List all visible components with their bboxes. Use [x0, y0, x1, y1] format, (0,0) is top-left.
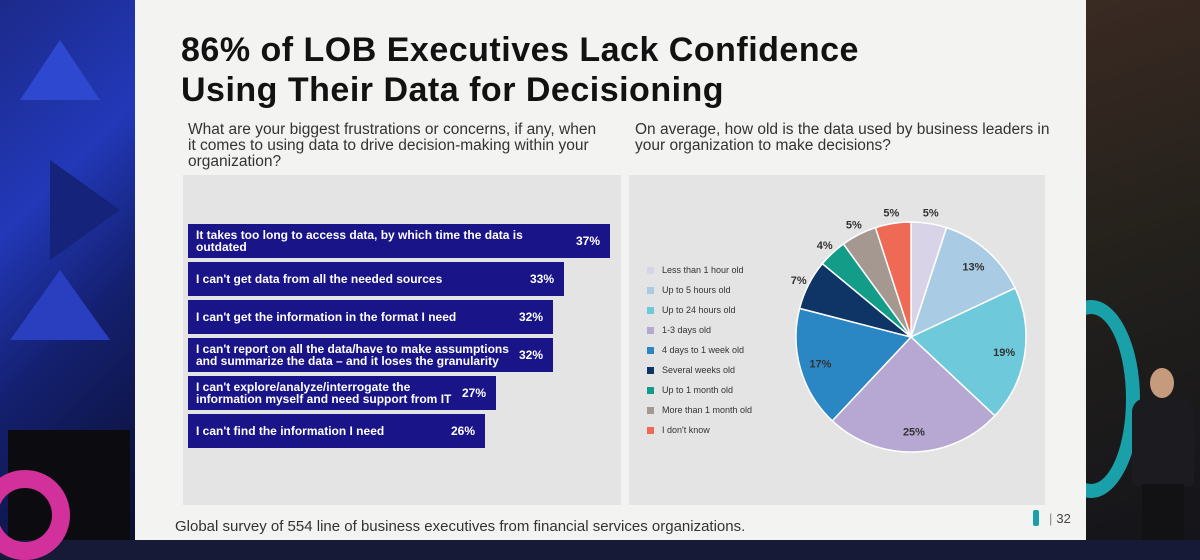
page-number: 32 — [1056, 510, 1071, 526]
slide-title-line-2: Using Their Data for Decisioning — [181, 71, 725, 109]
pie-slice-label: 4% — [817, 240, 833, 252]
bar-category-label: I can't report on all the data/have to m… — [196, 342, 509, 368]
pie-slice-label: 5% — [846, 220, 862, 232]
pie-slice-label: 5% — [923, 208, 939, 220]
legend-label: Several weeks old — [662, 365, 736, 375]
bar-category-label: I can't get the information in the forma… — [196, 310, 457, 324]
backdrop-shape — [20, 40, 100, 100]
legend-item: Up to 5 hours old — [647, 280, 787, 300]
legend-label: I don't know — [662, 425, 710, 435]
legend-swatch — [647, 266, 654, 274]
bar-row: I can't find the information I need 26% — [188, 414, 485, 448]
pie-slice-label: 19% — [993, 347, 1015, 359]
legend-item: 1-3 days old — [647, 320, 787, 340]
slide-title: 86% of LOB Executives Lack Confidence Us… — [181, 30, 859, 110]
legend-item: Up to 24 hours old — [647, 300, 787, 320]
legend-swatch — [647, 366, 654, 374]
pie-slice — [874, 221, 912, 338]
bar-chart-panel: It takes too long to access data, by whi… — [183, 175, 621, 505]
pie-slice-label: 7% — [791, 275, 807, 287]
bar-category-label: I can't explore/analyze/interrogate the … — [196, 380, 452, 406]
legend-label: More than 1 month old — [662, 405, 753, 415]
presentation-slide: 86% of LOB Executives Lack Confidence Us… — [135, 0, 1086, 540]
legend-item: More than 1 month old — [647, 400, 787, 420]
bar-row: It takes too long to access data, by whi… — [188, 224, 610, 258]
pie-legend: Less than 1 hour old Up to 5 hours old U… — [647, 260, 787, 440]
slide-title-line-1: 86% of LOB Executives Lack Confidence — [181, 31, 859, 69]
backdrop-shape — [50, 160, 120, 260]
legend-label: 1-3 days old — [662, 325, 712, 335]
legend-item: Up to 1 month old — [647, 380, 787, 400]
legend-swatch — [647, 286, 654, 294]
bar-value-label: 37% — [575, 234, 600, 248]
pie-slice — [909, 226, 1017, 339]
pie-slice-label: 5% — [883, 208, 899, 220]
presenter-head — [1150, 368, 1174, 398]
pie-slice — [795, 307, 913, 422]
pie-chart-question: On average, how old is the data used by … — [635, 121, 1050, 154]
pie-slice-label: 13% — [962, 261, 984, 273]
pie-slice — [831, 335, 996, 453]
legend-label: 4 days to 1 week old — [662, 345, 745, 355]
bar-value-label: 32% — [518, 348, 543, 362]
pie-slice-label: 17% — [809, 358, 831, 370]
presenter-torso — [1132, 398, 1194, 486]
presenter-legs — [1142, 484, 1184, 540]
pie-slice — [909, 287, 1027, 417]
page-separator: | — [1049, 510, 1053, 526]
bar-row: I can't get data from all the needed sou… — [188, 262, 564, 296]
legend-label: Up to 5 hours old — [662, 285, 731, 295]
company-logo-icon — [1033, 510, 1039, 526]
legend-label: Up to 1 month old — [662, 385, 734, 395]
legend-swatch — [647, 386, 654, 394]
legend-label: Less than 1 hour old — [662, 265, 744, 275]
legend-item: Several weeks old — [647, 360, 787, 380]
legend-swatch — [647, 406, 654, 414]
slide-footnote: Global survey of 554 line of business ex… — [175, 518, 746, 535]
backdrop-shape — [10, 270, 110, 340]
legend-swatch — [647, 306, 654, 314]
bar-row: I can't get the information in the forma… — [188, 300, 553, 334]
legend-item: I don't know — [647, 420, 787, 440]
legend-label: Up to 24 hours old — [662, 305, 736, 315]
presenter — [1132, 368, 1198, 540]
bar-row: I can't report on all the data/have to m… — [188, 338, 553, 372]
legend-swatch — [647, 326, 654, 334]
pie-chart: 5% 13% 19% 25% 17% 7% 4% 5% 5% — [791, 208, 1027, 453]
legend-item: Less than 1 hour old — [647, 260, 787, 280]
bar-value-label: 32% — [518, 310, 543, 324]
bar-value-label: 27% — [461, 386, 486, 400]
bar-category-label: I can't find the information I need — [196, 424, 385, 438]
bar-category-label: It takes too long to access data, by whi… — [196, 228, 523, 254]
legend-swatch — [647, 346, 654, 354]
legend-swatch — [647, 426, 654, 434]
bar-value-label: 26% — [450, 424, 475, 438]
bar-category-label: I can't get data from all the needed sou… — [196, 272, 443, 286]
page-indicator: | 32 — [1033, 510, 1071, 526]
bar-row: I can't explore/analyze/interrogate the … — [188, 376, 496, 410]
pie-slice-label: 25% — [903, 426, 925, 438]
bar-chart-question: What are your biggest frustrations or co… — [188, 121, 597, 170]
pie-chart-panel: Less than 1 hour old Up to 5 hours old U… — [629, 175, 1045, 505]
bar-value-label: 33% — [529, 272, 554, 286]
legend-item: 4 days to 1 week old — [647, 340, 787, 360]
